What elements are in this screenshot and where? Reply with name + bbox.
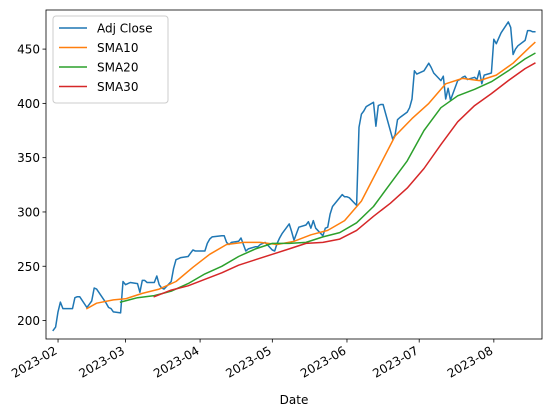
y-tick-label: 250 (17, 260, 40, 274)
y-tick-label: 450 (17, 43, 40, 57)
legend: Adj Close SMA10 SMA20 SMA30 (52, 15, 169, 104)
legend-label: Adj Close (97, 22, 152, 36)
series-line-sma20 (119, 52, 536, 304)
legend-label: SMA30 (97, 80, 138, 94)
axes-frame (45, 9, 543, 340)
legend-label: SMA20 (97, 61, 138, 75)
y-tick-label: 200 (17, 314, 40, 328)
series-line-sma10 (85, 41, 536, 310)
series-lines (52, 21, 536, 332)
y-tick-label: 300 (17, 205, 40, 219)
x-axis-label: Date (280, 393, 309, 407)
y-tick-label: 350 (17, 151, 40, 165)
legend-box (52, 15, 169, 104)
legend-label: SMA10 (97, 41, 138, 55)
series-line-sma30 (153, 62, 536, 298)
y-tick-label: 400 (17, 97, 40, 111)
y-axis: 200 250 300 350 400 450 (17, 43, 46, 328)
